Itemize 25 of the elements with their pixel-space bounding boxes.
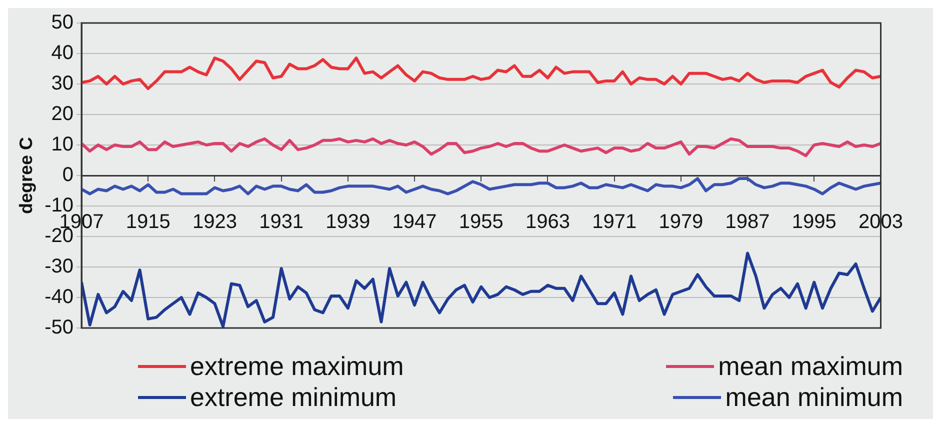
x-tick-label: 1955 — [458, 211, 504, 234]
y-axis-title: degree C — [16, 136, 36, 214]
y-tick-label: 30 — [51, 72, 74, 95]
x-tick-label: 1931 — [259, 211, 304, 234]
y-tick-label: 40 — [51, 42, 74, 64]
x-tick-label: 1915 — [126, 211, 170, 234]
x-tick-label: 1923 — [192, 211, 237, 234]
y-tick-label: 0 — [62, 164, 74, 186]
y-tick-label: -30 — [44, 256, 74, 278]
x-tick-label: 1979 — [658, 211, 704, 234]
y-tick-label: 20 — [51, 103, 74, 126]
y-tick-label: 50 — [51, 12, 74, 34]
x-tick-label: 1939 — [326, 211, 370, 234]
y-tick-label: 10 — [51, 134, 74, 156]
legend-label: extreme maximum — [190, 351, 404, 382]
x-tick-label: 1971 — [592, 211, 637, 234]
legend-label: mean minimum — [725, 382, 903, 413]
x-tick-label: 1963 — [525, 211, 570, 234]
y-tick-label: -40 — [44, 286, 74, 308]
legend-label: mean maximum — [718, 351, 903, 382]
x-tick-label: 1947 — [392, 211, 437, 234]
x-tick-label: 1995 — [792, 211, 836, 234]
legend-label: extreme minimum — [190, 382, 397, 413]
x-tick-label: 1987 — [725, 211, 770, 234]
y-tick-label: -50 — [44, 316, 74, 339]
